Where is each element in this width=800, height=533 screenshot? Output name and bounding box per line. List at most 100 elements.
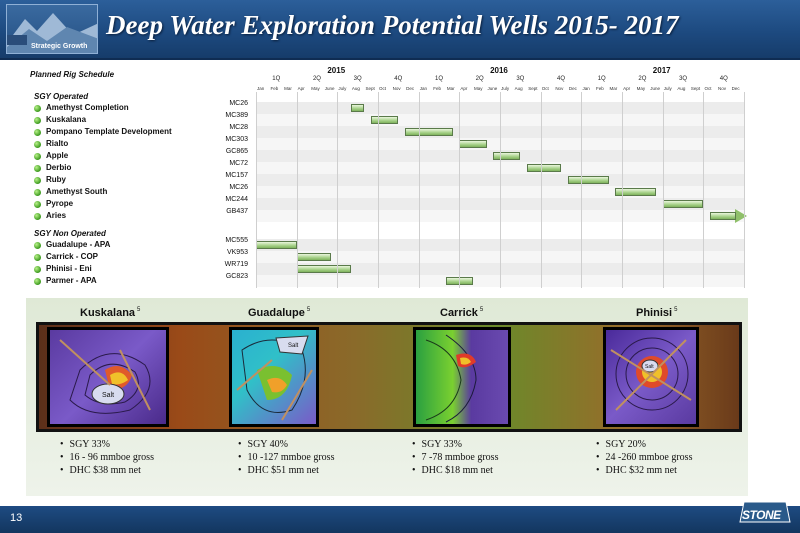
grid-line bbox=[256, 92, 257, 288]
quarter-label: 3Q bbox=[353, 76, 362, 82]
quarter-label: 4Q bbox=[394, 76, 403, 82]
well-name: Amethyst Completion bbox=[46, 103, 129, 112]
grid-line bbox=[418, 92, 420, 288]
prospect-stats: SGY 33%16 - 96 mmboe grossDHC $38 mm net bbox=[60, 438, 154, 477]
month-label: Aug bbox=[514, 86, 523, 91]
well-name: Apple bbox=[46, 151, 69, 160]
schedule-bar bbox=[615, 188, 656, 196]
prospect-title: Phinisi bbox=[636, 307, 673, 319]
well-name: Pompano Template Development bbox=[46, 127, 172, 136]
green-bullet-icon bbox=[34, 188, 41, 196]
block-code: GB437 bbox=[226, 208, 248, 215]
quarter-label: 1Q bbox=[272, 76, 281, 82]
month-label: June bbox=[650, 86, 660, 91]
well-name: Rialto bbox=[46, 139, 69, 148]
quarter-label: 3Q bbox=[516, 76, 525, 82]
schedule-row-band bbox=[256, 275, 744, 287]
schedule-row-band bbox=[256, 138, 744, 150]
logo-label: Strategic Growth bbox=[31, 43, 88, 50]
mountain-icon bbox=[7, 13, 97, 53]
month-label: Sept bbox=[365, 86, 375, 91]
kuskalana-map: Salt bbox=[47, 327, 169, 427]
schedule-bar bbox=[662, 200, 704, 208]
prospect-stats: SGY 20%24 -260 mmboe grossDHC $32 mm net bbox=[596, 438, 693, 477]
grid-line bbox=[744, 92, 746, 288]
stat-item: DHC $18 mm net bbox=[412, 464, 498, 477]
quarter-label: 4Q bbox=[719, 76, 728, 82]
contour-map-icon bbox=[425, 334, 477, 423]
stat-item: SGY 20% bbox=[596, 438, 692, 451]
prospect-title: Kuskalana bbox=[80, 307, 136, 319]
month-label: July bbox=[338, 86, 347, 91]
stat-item: 24 -260 mmboe gross bbox=[596, 451, 693, 464]
guadalupe-map: Salt bbox=[229, 327, 319, 427]
well-name: Parmer - APA bbox=[46, 276, 97, 285]
block-code: WR719 bbox=[224, 261, 248, 268]
block-code: MC303 bbox=[225, 136, 248, 143]
month-label: Apr bbox=[623, 86, 631, 91]
prospect-name: Phinisi 5 bbox=[636, 307, 677, 319]
schedule-row-band bbox=[256, 251, 744, 263]
block-code: VK953 bbox=[226, 249, 248, 256]
block-code: MC555 bbox=[225, 237, 248, 244]
slide-header: Strategic Growth Deep Water Exploration … bbox=[0, 0, 800, 60]
month-label: Aug bbox=[351, 86, 360, 91]
stat-item: DHC $38 mm net bbox=[60, 464, 154, 477]
green-bullet-icon bbox=[34, 176, 41, 184]
block-code: MC157 bbox=[225, 172, 248, 179]
year-label: 2017 bbox=[652, 66, 671, 75]
well-name: Kuskalana bbox=[46, 115, 87, 124]
green-bullet-icon bbox=[34, 212, 41, 220]
month-label: Oct bbox=[541, 86, 549, 91]
well-name: Phinisi - Eni bbox=[46, 264, 92, 273]
quarter-label: 1Q bbox=[434, 76, 443, 82]
quarter-label: 2Q bbox=[475, 76, 484, 82]
month-label: May bbox=[311, 86, 320, 91]
green-bullet-icon bbox=[34, 128, 41, 136]
month-label: Sept bbox=[528, 86, 538, 91]
salt-label: Salt bbox=[288, 343, 299, 349]
grid-line bbox=[540, 92, 542, 288]
salt-label: Salt bbox=[645, 364, 654, 370]
month-label: July bbox=[501, 86, 510, 91]
month-label: Dec bbox=[406, 86, 415, 91]
quarter-label: 4Q bbox=[557, 76, 566, 82]
block-code: MC244 bbox=[225, 196, 248, 203]
stat-item: 16 - 96 mmboe gross bbox=[60, 451, 154, 464]
footnote-marker: 5 bbox=[306, 307, 311, 314]
rig-schedule-gantt: Planned Rig Schedule 2015 1Q 2Q 3Q 4Q Jan Feb M… bbox=[0, 62, 800, 294]
grid-line bbox=[500, 92, 502, 288]
grid-line bbox=[622, 92, 624, 288]
schedule-bar bbox=[296, 265, 351, 273]
stone-brand: STONE bbox=[742, 508, 781, 522]
green-bullet-icon bbox=[34, 200, 41, 208]
green-bullet-icon bbox=[34, 164, 41, 172]
prospect-stats: SGY 33%7 -78 mmboe grossDHC $18 mm net bbox=[412, 438, 499, 477]
well-name: Aries bbox=[46, 211, 67, 220]
grid-line bbox=[581, 92, 583, 288]
green-bullet-icon bbox=[34, 140, 41, 148]
green-bullet-icon bbox=[34, 277, 41, 285]
phinisi-map: Salt bbox=[603, 327, 699, 427]
quarter-label: 3Q bbox=[679, 76, 688, 82]
quarter-label: 1Q bbox=[597, 76, 606, 82]
month-label: Mar bbox=[446, 86, 455, 91]
schedule-bar bbox=[296, 253, 331, 261]
stat-item: SGY 40% bbox=[238, 438, 334, 451]
block-code: MC28 bbox=[229, 124, 248, 131]
green-bullet-icon bbox=[34, 265, 41, 273]
schedule-bar bbox=[405, 128, 453, 136]
schedule-row-band bbox=[256, 263, 744, 275]
schedule-section-title: SGY Operated bbox=[34, 92, 89, 101]
contour-map-icon: Salt bbox=[610, 337, 692, 411]
month-label: Aug bbox=[677, 86, 686, 91]
slide-footer: 13 bbox=[0, 506, 800, 533]
well-name: Ruby bbox=[46, 175, 66, 184]
stat-item: DHC $32 mm net bbox=[596, 464, 692, 477]
page-number: 13 bbox=[10, 512, 23, 524]
block-code: MC389 bbox=[225, 112, 248, 119]
arrow-right-icon bbox=[735, 209, 748, 223]
salt-label: Salt bbox=[102, 392, 114, 399]
month-label: Nov bbox=[392, 86, 401, 91]
green-bullet-icon bbox=[34, 241, 41, 249]
